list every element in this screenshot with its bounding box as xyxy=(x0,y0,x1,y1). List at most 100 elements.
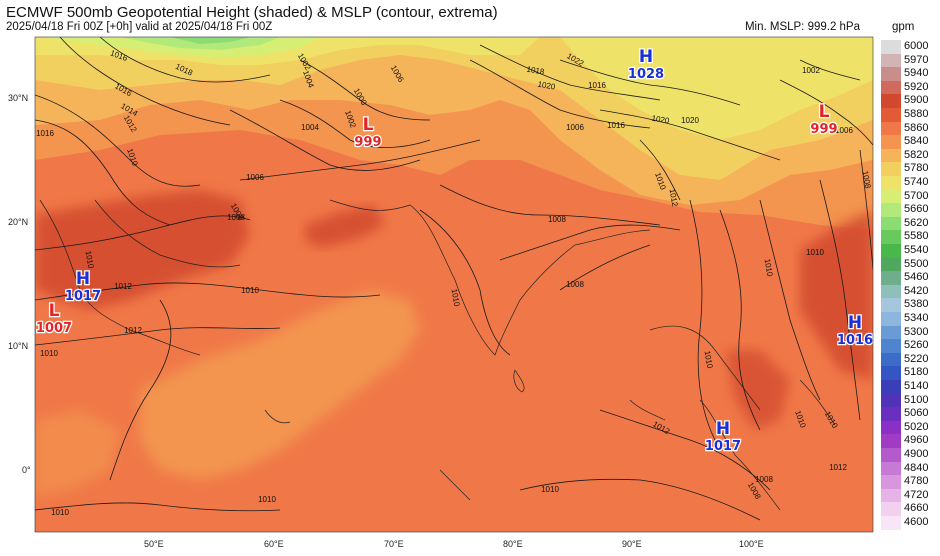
contour-label: 1004 xyxy=(301,123,319,132)
extremum-letter: H xyxy=(76,269,90,289)
extremum-letter: L xyxy=(363,115,374,135)
colorbar-label: 5300 xyxy=(904,325,929,338)
colorbar-label: 5140 xyxy=(904,380,929,392)
lon-labels: 50°E 60°E 70°E 80°E 90°E 100°E xyxy=(144,539,764,549)
colorbar-unit: gpm xyxy=(892,21,915,33)
extremum-value: 1007 xyxy=(36,321,72,336)
colorbar-swatch xyxy=(881,40,901,55)
colorbar-label: 5940 xyxy=(904,67,929,80)
extremum-letter: H xyxy=(716,419,730,439)
contour-label: 1020 xyxy=(651,114,671,126)
colorbar-swatch xyxy=(881,203,901,218)
lon-label-90e: 90°E xyxy=(622,539,642,549)
colorbar-swatch xyxy=(881,325,901,340)
extremum-value: 1028 xyxy=(628,67,664,82)
mslp-contours xyxy=(35,37,873,521)
colorbar-swatch xyxy=(881,135,901,150)
min-mslp-readout: Min. MSLP: 999.2 hPa xyxy=(744,21,860,33)
colorbar-label: 4660 xyxy=(904,502,929,515)
colorbar-swatch xyxy=(881,393,901,408)
colorbar-label: 4840 xyxy=(904,461,929,474)
colorbar-label: 5620 xyxy=(904,216,929,229)
contour-label: 1006 xyxy=(835,126,853,135)
contour-label: 1006 xyxy=(246,173,264,182)
colorbar-swatch xyxy=(881,121,901,136)
lon-label-70e: 70°E xyxy=(384,539,404,549)
extremum-letter: H xyxy=(848,313,862,333)
extremum-value: 1016 xyxy=(837,333,873,348)
colorbar-swatch xyxy=(881,176,901,191)
contour-label: 1020 xyxy=(537,80,557,92)
lon-label-50e: 50°E xyxy=(144,539,164,549)
colorbar-label: 4780 xyxy=(904,475,929,488)
contour-label: 1010 xyxy=(806,248,824,257)
coastlines xyxy=(39,199,836,511)
contour-label: 1012 xyxy=(114,282,132,291)
contour-label: 1008 xyxy=(860,170,872,190)
colorbar-swatch xyxy=(881,488,901,503)
colorbar-swatch xyxy=(881,516,901,531)
contour-label: 1010 xyxy=(258,495,276,504)
contour-label: 1010 xyxy=(702,350,714,370)
colorbar-swatch xyxy=(881,312,901,327)
colorbar-label: 5900 xyxy=(904,94,929,107)
colorbar-swatch xyxy=(881,434,901,449)
lat-label-10n: 10°N xyxy=(8,341,28,351)
colorbar-swatch xyxy=(881,339,901,354)
colorbar-label: 4720 xyxy=(904,488,929,501)
colorbar-label: 5700 xyxy=(904,189,929,202)
colorbar-label: 5380 xyxy=(904,298,929,311)
extremum-letter: L xyxy=(49,301,60,321)
colorbar-label: 4960 xyxy=(904,434,929,447)
contour-label: 1012 xyxy=(829,463,847,472)
colorbar-label: 5460 xyxy=(904,271,929,284)
contour-label: 1008 xyxy=(755,475,773,484)
colorbar-swatch xyxy=(881,230,901,245)
colorbar-label: 5780 xyxy=(904,162,929,175)
colorbar-label: 5260 xyxy=(904,339,929,352)
lat-labels: 30°N 20°N 10°N 0° xyxy=(8,93,31,475)
lat-label-20n: 20°N xyxy=(8,217,28,227)
colorbar-swatch xyxy=(881,108,901,123)
colorbar-swatch xyxy=(881,216,901,231)
colorbar-swatch xyxy=(881,407,901,422)
colorbar-label: 5340 xyxy=(904,312,929,324)
colorbar-swatch xyxy=(881,162,901,177)
colorbar-swatch xyxy=(881,380,901,395)
lon-label-60e: 60°E xyxy=(264,539,284,549)
colorbar-label: 5420 xyxy=(904,284,929,297)
colorbar-swatch xyxy=(881,94,901,109)
colorbar-swatch xyxy=(881,53,901,68)
colorbar-swatch xyxy=(881,284,901,299)
contour-label: 1008 xyxy=(566,280,584,289)
extremum-letter: L xyxy=(819,102,830,122)
contour-label: 1010 xyxy=(51,508,69,517)
colorbar-swatch xyxy=(881,366,901,381)
colorbar-label: 5820 xyxy=(904,148,929,161)
colorbar-swatch xyxy=(881,244,901,259)
contour-label: 1010 xyxy=(83,250,95,270)
lon-label-100e: 100°E xyxy=(739,539,764,549)
contour-label: 1008 xyxy=(548,215,566,224)
colorbar-label: 5020 xyxy=(904,420,929,433)
colorbar-label: 5860 xyxy=(904,121,929,134)
colorbar-label: 5660 xyxy=(904,203,929,216)
contour-label: 1006 xyxy=(566,123,584,132)
contour-label: 1008 xyxy=(227,213,245,222)
colorbar-label: 5920 xyxy=(904,80,929,93)
contour-label: 1010 xyxy=(541,485,559,494)
colorbar-swatch xyxy=(881,352,901,367)
colorbar-swatch xyxy=(881,502,901,517)
colorbar-label: 5220 xyxy=(904,352,929,365)
contour-label: 1010 xyxy=(449,288,461,308)
contour-label: 1020 xyxy=(681,116,699,125)
colorbar-label: 6000 xyxy=(904,40,929,52)
colorbar-label: 5500 xyxy=(904,257,929,270)
colorbar-swatch xyxy=(881,257,901,272)
